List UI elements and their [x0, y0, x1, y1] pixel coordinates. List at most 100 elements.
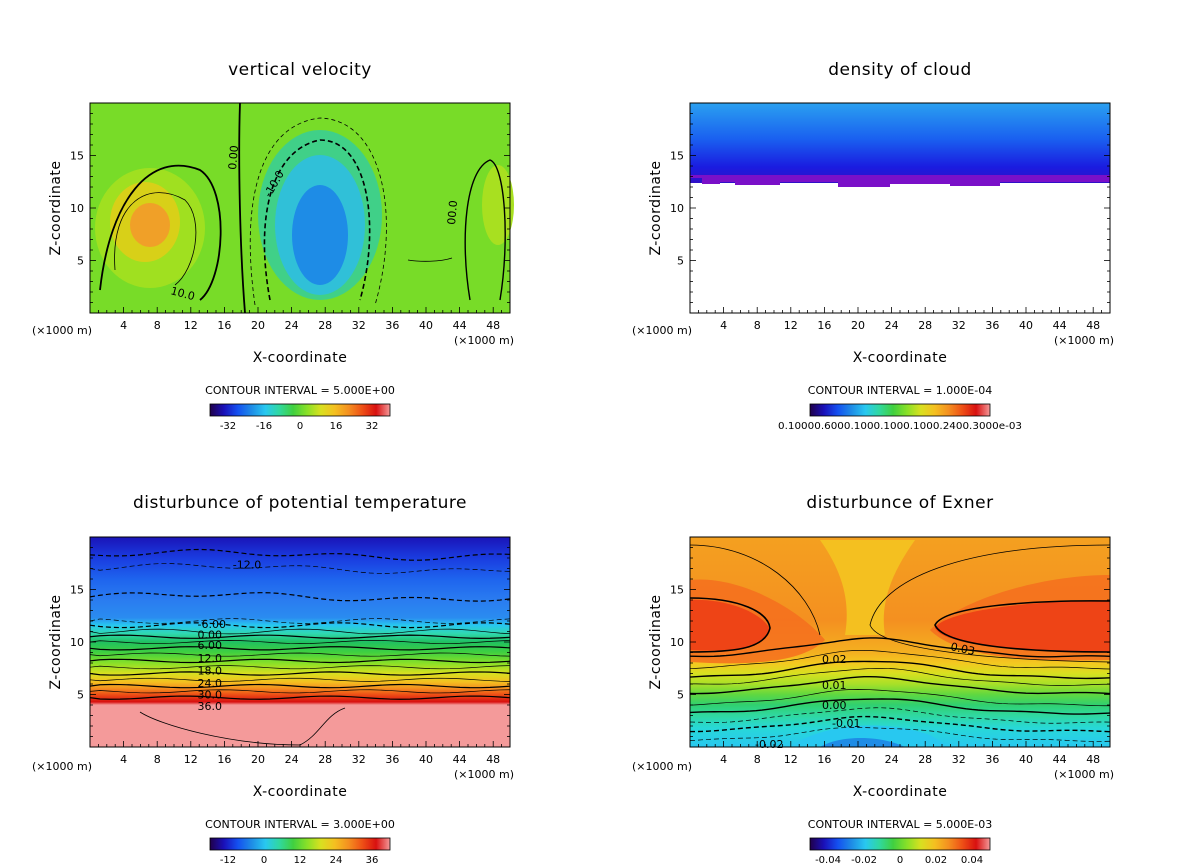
neck-region — [820, 540, 915, 635]
y-axis-label: Z-coordinate — [48, 594, 64, 689]
x-axis-label: X-coordinate — [253, 784, 348, 800]
colorbar-tick-label: -0.04 — [815, 855, 841, 866]
x-tick-label: 28 — [918, 753, 932, 766]
contour-line — [89, 618, 511, 624]
colorbar — [809, 403, 991, 417]
shaded-region — [90, 705, 510, 747]
contour-label: 0.00 — [226, 145, 241, 171]
field-features — [95, 102, 514, 314]
x-tick-label: 8 — [154, 319, 161, 332]
x-tick-label: 36 — [385, 319, 399, 332]
y-tick-label: 5 — [77, 255, 84, 268]
x-tick-label: 44 — [453, 319, 467, 332]
contour-labels: 0.03 0.02 0.01 0.00 -0.01 -0.02 — [755, 640, 976, 751]
x-tick-label: 44 — [453, 753, 467, 766]
x-tick-label: 24 — [285, 753, 299, 766]
contour-line — [89, 665, 511, 670]
x-tick-label: 12 — [184, 319, 198, 332]
contour-interval: CONTOUR INTERVAL = 5.000E-03 — [808, 818, 992, 831]
x-tick-label: 40 — [1019, 753, 1033, 766]
x-tick-label: 36 — [985, 319, 999, 332]
contour-line — [99, 164, 222, 301]
contour-line — [89, 683, 511, 689]
warm-lobe-core — [935, 600, 1110, 652]
y-tick-label: 15 — [70, 150, 84, 163]
contour-line — [689, 715, 1111, 733]
x-axis-unit: (×1000 m) — [454, 768, 514, 781]
x-tick-label: 4 — [720, 319, 727, 332]
x-tick-label: 24 — [285, 319, 299, 332]
contour-line — [238, 102, 246, 314]
contour-label: 36.0 — [198, 700, 223, 713]
x-tick-label: 4 — [720, 753, 727, 766]
contour-line — [89, 563, 511, 574]
contour-line — [89, 548, 511, 561]
downdraft-core — [292, 185, 348, 285]
x-tick-label: 24 — [885, 319, 899, 332]
contour-label: 18.0 — [198, 664, 223, 677]
x-tick-label: 28 — [918, 319, 932, 332]
contour-line — [689, 675, 1111, 695]
x-tick-label: 48 — [486, 319, 500, 332]
colorbar-tick-label: 0 — [897, 855, 903, 866]
panel-vertical-velocity: vertical velocity 0.00 -10.0 10.0 00.0 4… — [32, 60, 514, 432]
x-tick-label: 4 — [120, 753, 127, 766]
colorbar-tick-label: 12 — [294, 855, 307, 866]
contour-line — [89, 677, 511, 682]
colorbar-tick-label: 0.02 — [925, 855, 947, 866]
y-axis: 5 10 15 — [70, 113, 510, 303]
contour-line — [407, 257, 453, 262]
y-tick-label: 10 — [670, 636, 684, 649]
contour-label: -0.02 — [755, 738, 783, 751]
y-tick-label: 10 — [670, 202, 684, 215]
contour-interval: CONTOUR INTERVAL = 5.000E+00 — [205, 384, 395, 397]
colorbar-tick-label: 32 — [366, 421, 379, 432]
x-axis: 4 8 12 16 20 24 28 32 36 40 44 48 — [698, 741, 1102, 766]
colorbar-tick-label: -0.02 — [851, 855, 877, 866]
chart-title: vertical velocity — [228, 60, 372, 80]
x-tick-label: 40 — [1019, 319, 1033, 332]
contour-interval: CONTOUR INTERVAL = 1.000E-04 — [808, 384, 992, 397]
x-tick-label: 32 — [952, 319, 966, 332]
updraft-core — [130, 203, 170, 247]
x-tick-label: 44 — [1053, 319, 1067, 332]
contour-line — [689, 698, 1111, 715]
x-tick-label: 28 — [318, 319, 332, 332]
x-tick-label: 40 — [419, 753, 433, 766]
contour-line — [89, 592, 511, 602]
x-axis-unit: (×1000 m) — [454, 334, 514, 347]
contour-label: 0.03 — [949, 640, 976, 658]
colorbar — [209, 403, 391, 417]
x-tick-label: 40 — [419, 319, 433, 332]
contour-label: 0.02 — [822, 653, 847, 666]
updraft-core — [482, 165, 514, 245]
cloud-layer — [690, 103, 1110, 183]
contour-label: -6.00 — [198, 618, 226, 631]
colorbar-tick-label: -32 — [220, 421, 236, 432]
contour-label: 10.0 — [169, 284, 196, 303]
contour-line — [89, 658, 511, 664]
contour-line — [689, 667, 1111, 686]
colorbar-ticks: -0.04 -0.02 0 0.02 0.04 — [815, 855, 983, 866]
x-tick-label: 8 — [754, 753, 761, 766]
contour-line — [89, 689, 511, 694]
contour-line — [869, 544, 1111, 663]
cloud-base — [690, 175, 1110, 187]
contour-line — [689, 689, 1111, 707]
contour-label: 0.00 — [198, 629, 223, 642]
x-axis-label: X-coordinate — [253, 350, 348, 366]
contour-label: 0.00 — [822, 699, 847, 712]
x-axis-label: X-coordinate — [853, 350, 948, 366]
x-tick-label: 32 — [352, 319, 366, 332]
x-axis: 4 8 12 16 20 24 28 32 36 40 44 48 — [98, 741, 503, 766]
contour-line — [689, 597, 771, 653]
x-tick-label: 12 — [784, 319, 798, 332]
x-tick-label: 20 — [851, 319, 865, 332]
contour-line — [934, 600, 1111, 653]
contour-line — [89, 695, 511, 700]
contour-line — [689, 650, 1111, 670]
contour-lines — [689, 637, 1111, 742]
y-axis: 5 10 15 — [70, 547, 510, 737]
x-tick-label: 20 — [851, 753, 865, 766]
